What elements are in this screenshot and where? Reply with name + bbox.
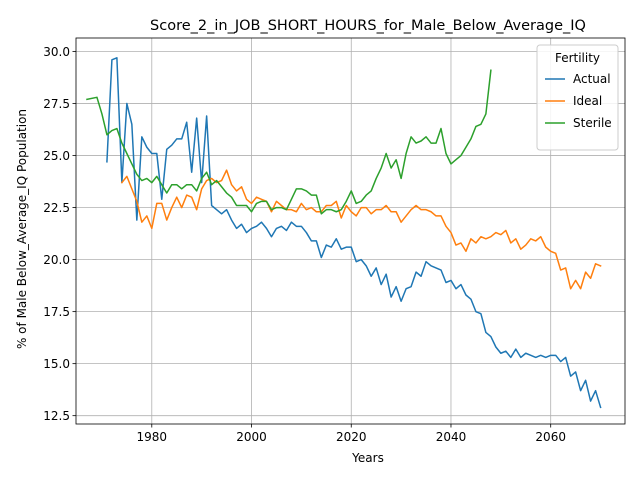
- y-tick-label: 17.5: [43, 305, 70, 319]
- grid: [76, 38, 625, 424]
- legend-title: Fertility: [555, 51, 600, 65]
- x-tick-label: 2000: [236, 430, 267, 444]
- y-tick-label: 22.5: [43, 201, 70, 215]
- legend: Fertility Actual Ideal Sterile: [536, 44, 619, 151]
- legend-label-actual: Actual: [573, 72, 611, 86]
- y-tick-label: 12.5: [43, 409, 70, 423]
- chart-title: Score_2_in_JOB_SHORT_HOURS_for_Male_Belo…: [150, 18, 586, 34]
- y-axis-label: % of Male Below_Average_IQ Population: [15, 109, 29, 349]
- y-tick-label: 30.0: [43, 45, 70, 59]
- legend-label-sterile: Sterile: [573, 116, 612, 130]
- x-tick-label: 2020: [336, 430, 367, 444]
- y-tick-label: 15.0: [43, 357, 70, 371]
- x-tick-label: 2040: [436, 430, 467, 444]
- axes: 1980 2000 2020 2040 2060 12.5 15.0 17.5 20.0 22.5…: [43, 37, 626, 444]
- y-tick-label: 20.0: [43, 253, 70, 267]
- y-tick-label: 25.0: [43, 149, 70, 163]
- x-axis-label: Years: [351, 451, 384, 465]
- plot-frame: [75, 37, 626, 425]
- series-layer: [86, 57, 602, 409]
- y-tick-label: 27.5: [43, 97, 70, 111]
- series-line-sterile: [86, 69, 492, 215]
- x-tick-label: 2060: [535, 430, 566, 444]
- x-tick-label: 1980: [137, 430, 168, 444]
- legend-label-ideal: Ideal: [573, 94, 602, 108]
- series-line-ideal: [120, 169, 602, 290]
- series-line-actual: [106, 57, 602, 409]
